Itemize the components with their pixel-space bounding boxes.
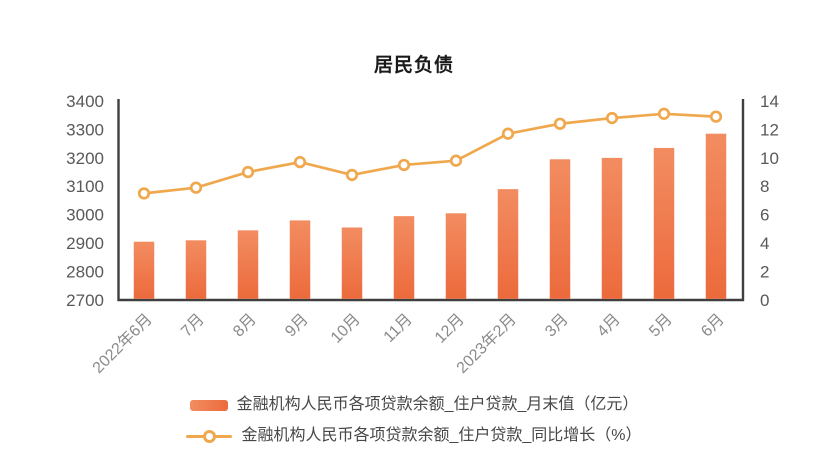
x-tick-label: 5月 bbox=[646, 311, 676, 341]
bar-8月 bbox=[237, 230, 259, 299]
x-tick-label: 7月 bbox=[178, 311, 208, 341]
bar-12月 bbox=[445, 213, 467, 299]
y-right-tick-label: 8 bbox=[760, 177, 769, 196]
bar-2023年2月 bbox=[497, 189, 519, 299]
x-tick-label: 10月 bbox=[328, 311, 364, 347]
line-point-10月 bbox=[345, 168, 359, 182]
bar-series-swatch-icon bbox=[189, 399, 228, 411]
y-left-tick-label: 3300 bbox=[66, 120, 104, 139]
bar-7月 bbox=[185, 240, 207, 299]
y-right-tick-label: 10 bbox=[760, 149, 779, 168]
bar-11月 bbox=[393, 216, 415, 299]
line-point-12月 bbox=[449, 154, 463, 167]
line-point-2023年2月 bbox=[501, 127, 515, 140]
x-tick-label: 8月 bbox=[230, 311, 260, 341]
line-point-4月 bbox=[605, 111, 619, 125]
y-left-tick-label: 2800 bbox=[66, 263, 104, 282]
x-tick-label: 4月 bbox=[594, 311, 624, 341]
y-right-tick-label: 4 bbox=[760, 234, 769, 253]
bar-2022年6月 bbox=[133, 241, 155, 299]
line-series-path bbox=[142, 112, 718, 195]
x-tick-label: 2022年6月 bbox=[89, 310, 156, 377]
y-right-tick-label: 2 bbox=[760, 263, 769, 282]
y-right-tick-label: 12 bbox=[760, 120, 779, 139]
plot-area: 3400 3300 3200 3100 3000 2900 2800 2700 14 12 10 8 6… bbox=[66, 92, 779, 377]
y-left-tick-label: 3100 bbox=[66, 177, 104, 196]
y-left-tick-label: 2700 bbox=[66, 291, 104, 310]
line-series-swatch-icon bbox=[186, 429, 233, 443]
bar-9月 bbox=[289, 220, 311, 299]
line-point-8月 bbox=[241, 165, 255, 179]
legend-item-line-series: 金融机构人民币各项贷款余额_住户贷款_同比增长（%） bbox=[186, 427, 642, 445]
line-point-9月 bbox=[293, 155, 307, 169]
legend-item-bar-series: 金融机构人民币各项贷款余额_住户贷款_月末值（亿元） bbox=[189, 396, 639, 414]
y-right-tick-label: 14 bbox=[760, 92, 779, 111]
line-point-2022年6月 bbox=[137, 187, 151, 200]
bar-4月 bbox=[601, 157, 623, 299]
line-point-11月 bbox=[397, 158, 411, 172]
y-right-tick-label: 0 bbox=[760, 291, 769, 310]
line-point-6月 bbox=[709, 110, 723, 123]
bar-10月 bbox=[341, 227, 363, 299]
bar-series-label: 金融机构人民币各项贷款余额_住户贷款_月末值（亿元） bbox=[236, 396, 639, 413]
line-point-5月 bbox=[657, 107, 671, 120]
line-point-3月 bbox=[553, 117, 567, 130]
x-tick-label: 12月 bbox=[432, 311, 468, 347]
y-left-tick-label: 3000 bbox=[66, 206, 104, 225]
y-left-tick-label: 3400 bbox=[66, 92, 104, 111]
y-left-tick-label: 2900 bbox=[66, 234, 104, 253]
y-right-tick-label: 6 bbox=[760, 206, 769, 225]
legend: 金融机构人民币各项贷款余额_住户贷款_月末值（亿元） 金融机构人民币各项贷款余额… bbox=[0, 396, 828, 445]
line-point-7月 bbox=[189, 181, 203, 194]
x-tick-label: 9月 bbox=[282, 311, 312, 341]
chart-title: 居民负债 bbox=[373, 55, 454, 76]
bar-6月 bbox=[705, 133, 727, 299]
line-series-label: 金融机构人民币各项贷款余额_住户贷款_同比增长（%） bbox=[241, 427, 642, 444]
x-tick-label: 11月 bbox=[381, 311, 416, 346]
bar-3月 bbox=[549, 159, 571, 299]
y-left-tick-label: 3200 bbox=[66, 149, 104, 168]
x-tick-label: 6月 bbox=[698, 311, 728, 341]
bar-5月 bbox=[653, 147, 675, 299]
line-swatch-marker-icon bbox=[203, 429, 217, 443]
x-tick-label: 3月 bbox=[542, 311, 572, 341]
